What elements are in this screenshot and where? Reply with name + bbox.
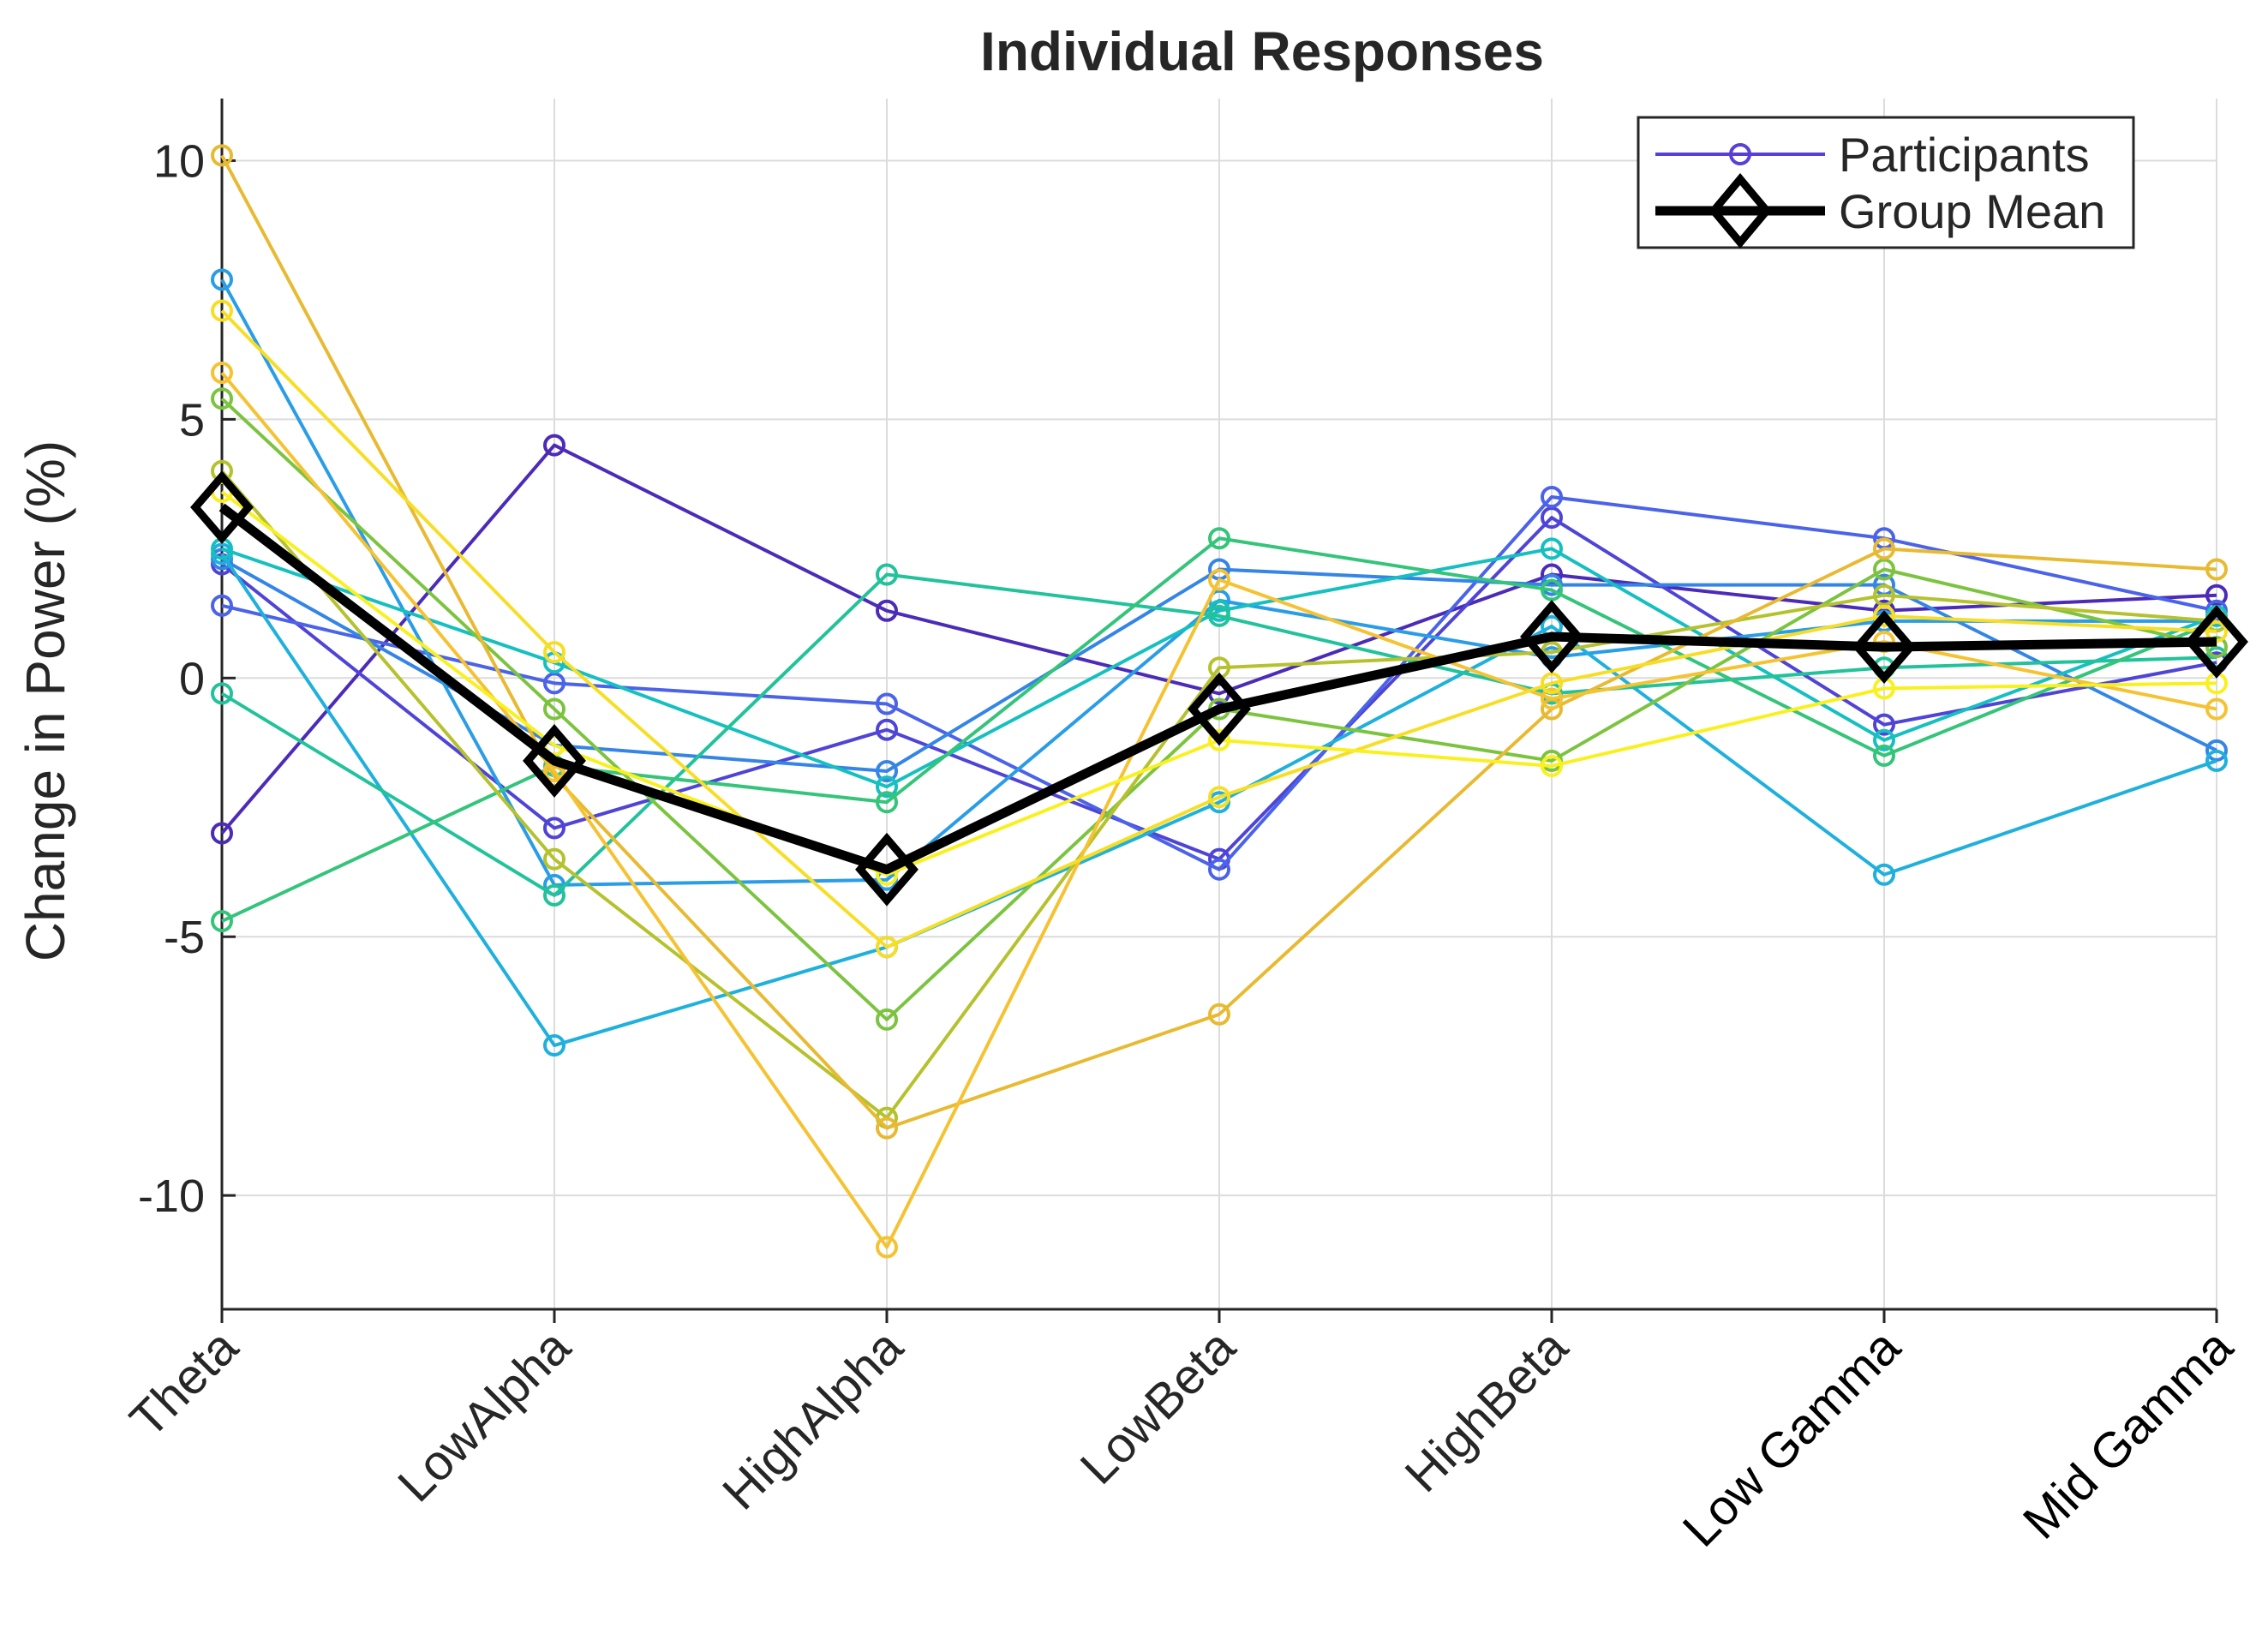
group-mean-point-2	[855, 832, 919, 907]
series-line-P6	[220, 553, 2217, 1048]
point-P9-0	[211, 910, 233, 933]
point-P14-2	[876, 936, 898, 959]
legend-box	[1637, 116, 2135, 249]
point-P8-2	[876, 563, 898, 586]
y-tick-label-0: 10	[153, 135, 205, 187]
point-P7-5	[1873, 728, 1895, 751]
legend: Participants Group Mean	[1637, 116, 2135, 249]
point-P6-5	[1873, 863, 1895, 886]
series-line-P8	[220, 572, 2217, 897]
point-P8-3	[1208, 604, 1230, 627]
point-P9-2	[876, 791, 898, 814]
legend-participants-label: Participants	[1839, 128, 2090, 182]
point-P6-1	[543, 1034, 565, 1057]
series-line-P13	[220, 371, 2217, 1249]
point-P1-0	[211, 822, 233, 845]
point-P1-6	[2205, 584, 2228, 607]
point-P3-4	[1541, 485, 1563, 508]
point-P15-3	[1208, 728, 1230, 751]
legend-participants-marker	[1729, 143, 1751, 165]
point-P13-2	[876, 1236, 898, 1259]
x-tick-label-3: LowBeta	[1070, 1319, 1247, 1495]
point-P10-5	[1873, 558, 1895, 581]
point-P15-4	[1541, 754, 1563, 777]
point-P1-2	[876, 599, 898, 622]
group-mean-point-3	[1188, 672, 1251, 746]
point-P13-4	[1541, 687, 1563, 710]
point-P5-0	[211, 268, 233, 291]
point-P10-1	[543, 697, 565, 721]
point-P13-0	[211, 362, 233, 385]
point-P14-4	[1541, 672, 1563, 695]
group-mean-series	[190, 470, 2248, 907]
y-tick-labels: 10 5 0 -5 -10	[138, 135, 205, 1222]
point-P3-3	[1208, 858, 1230, 881]
point-P4-6	[2205, 739, 2228, 762]
point-P7-2	[876, 775, 898, 799]
point-P3-2	[876, 692, 898, 715]
legend-mean-marker	[1708, 172, 1772, 249]
group-mean-point-0	[190, 470, 254, 544]
x-tick-label-0: Theta	[119, 1319, 248, 1448]
point-P11-1	[543, 847, 565, 871]
x-tick-label-4: HighBeta	[1395, 1319, 1579, 1503]
point-P2-1	[543, 817, 565, 840]
point-P7-4	[1541, 537, 1563, 560]
y-tick-label-4: -10	[138, 1170, 205, 1222]
point-P12-5	[1873, 537, 1895, 560]
legend-mean-label: Group Mean	[1839, 184, 2105, 238]
point-P9-3	[1208, 527, 1230, 550]
point-P9-5	[1873, 744, 1895, 767]
point-P11-5	[1873, 584, 1895, 607]
point-P2-5	[1873, 713, 1895, 736]
point-P12-2	[876, 1116, 898, 1140]
point-P13-3	[1208, 568, 1230, 591]
group-mean-point-6	[2185, 605, 2248, 679]
series-line-P11	[220, 470, 2217, 1120]
point-P14-6	[2205, 620, 2228, 643]
chart-title: Individual Responses	[980, 21, 1544, 82]
point-P10-6	[2205, 636, 2228, 659]
point-P10-0	[211, 387, 233, 410]
point-P2-4	[1541, 506, 1563, 530]
point-P4-2	[876, 760, 898, 782]
series-line-P12	[220, 154, 2217, 1130]
y-tick-label-3: -5	[164, 912, 205, 963]
group-mean-point-5	[1852, 610, 1916, 684]
point-P14-0	[211, 299, 233, 322]
y-tick-label-2: 0	[179, 653, 205, 704]
point-P12-6	[2205, 558, 2228, 581]
y-axis-label: Change in Power (%)	[15, 440, 76, 961]
group-mean-point-4	[1520, 600, 1583, 673]
group-mean-point-1	[523, 724, 586, 798]
x-tick-labels: Theta LowAlpha HighAlpha LowBeta HighBeta Low…	[119, 1319, 2243, 1558]
point-P3-0	[211, 594, 233, 617]
point-P2-2	[876, 718, 898, 741]
x-tick-label-1: LowAlpha	[387, 1319, 582, 1513]
x-tick-label-5: Low Gamma	[1673, 1319, 1912, 1558]
point-P8-1	[543, 883, 565, 907]
point-P13-6	[2205, 697, 2228, 721]
point-P12-0	[211, 144, 233, 167]
point-P12-3	[1208, 1003, 1230, 1026]
point-P1-1	[543, 434, 565, 457]
x-tick-label-2: HighAlpha	[712, 1319, 914, 1521]
point-P14-1	[543, 641, 565, 664]
point-P6-6	[2205, 749, 2228, 772]
y-tick-label-1: 5	[179, 394, 205, 446]
point-P10-2	[876, 1008, 898, 1031]
x-tick-label-6: Mid Gamma	[2013, 1319, 2244, 1550]
point-P14-3	[1208, 786, 1230, 809]
point-P9-4	[1541, 578, 1563, 602]
point-P3-1	[543, 672, 565, 695]
group-mean-line	[218, 503, 2217, 875]
point-P8-0	[211, 682, 233, 705]
point-P14-5	[1873, 604, 1895, 627]
